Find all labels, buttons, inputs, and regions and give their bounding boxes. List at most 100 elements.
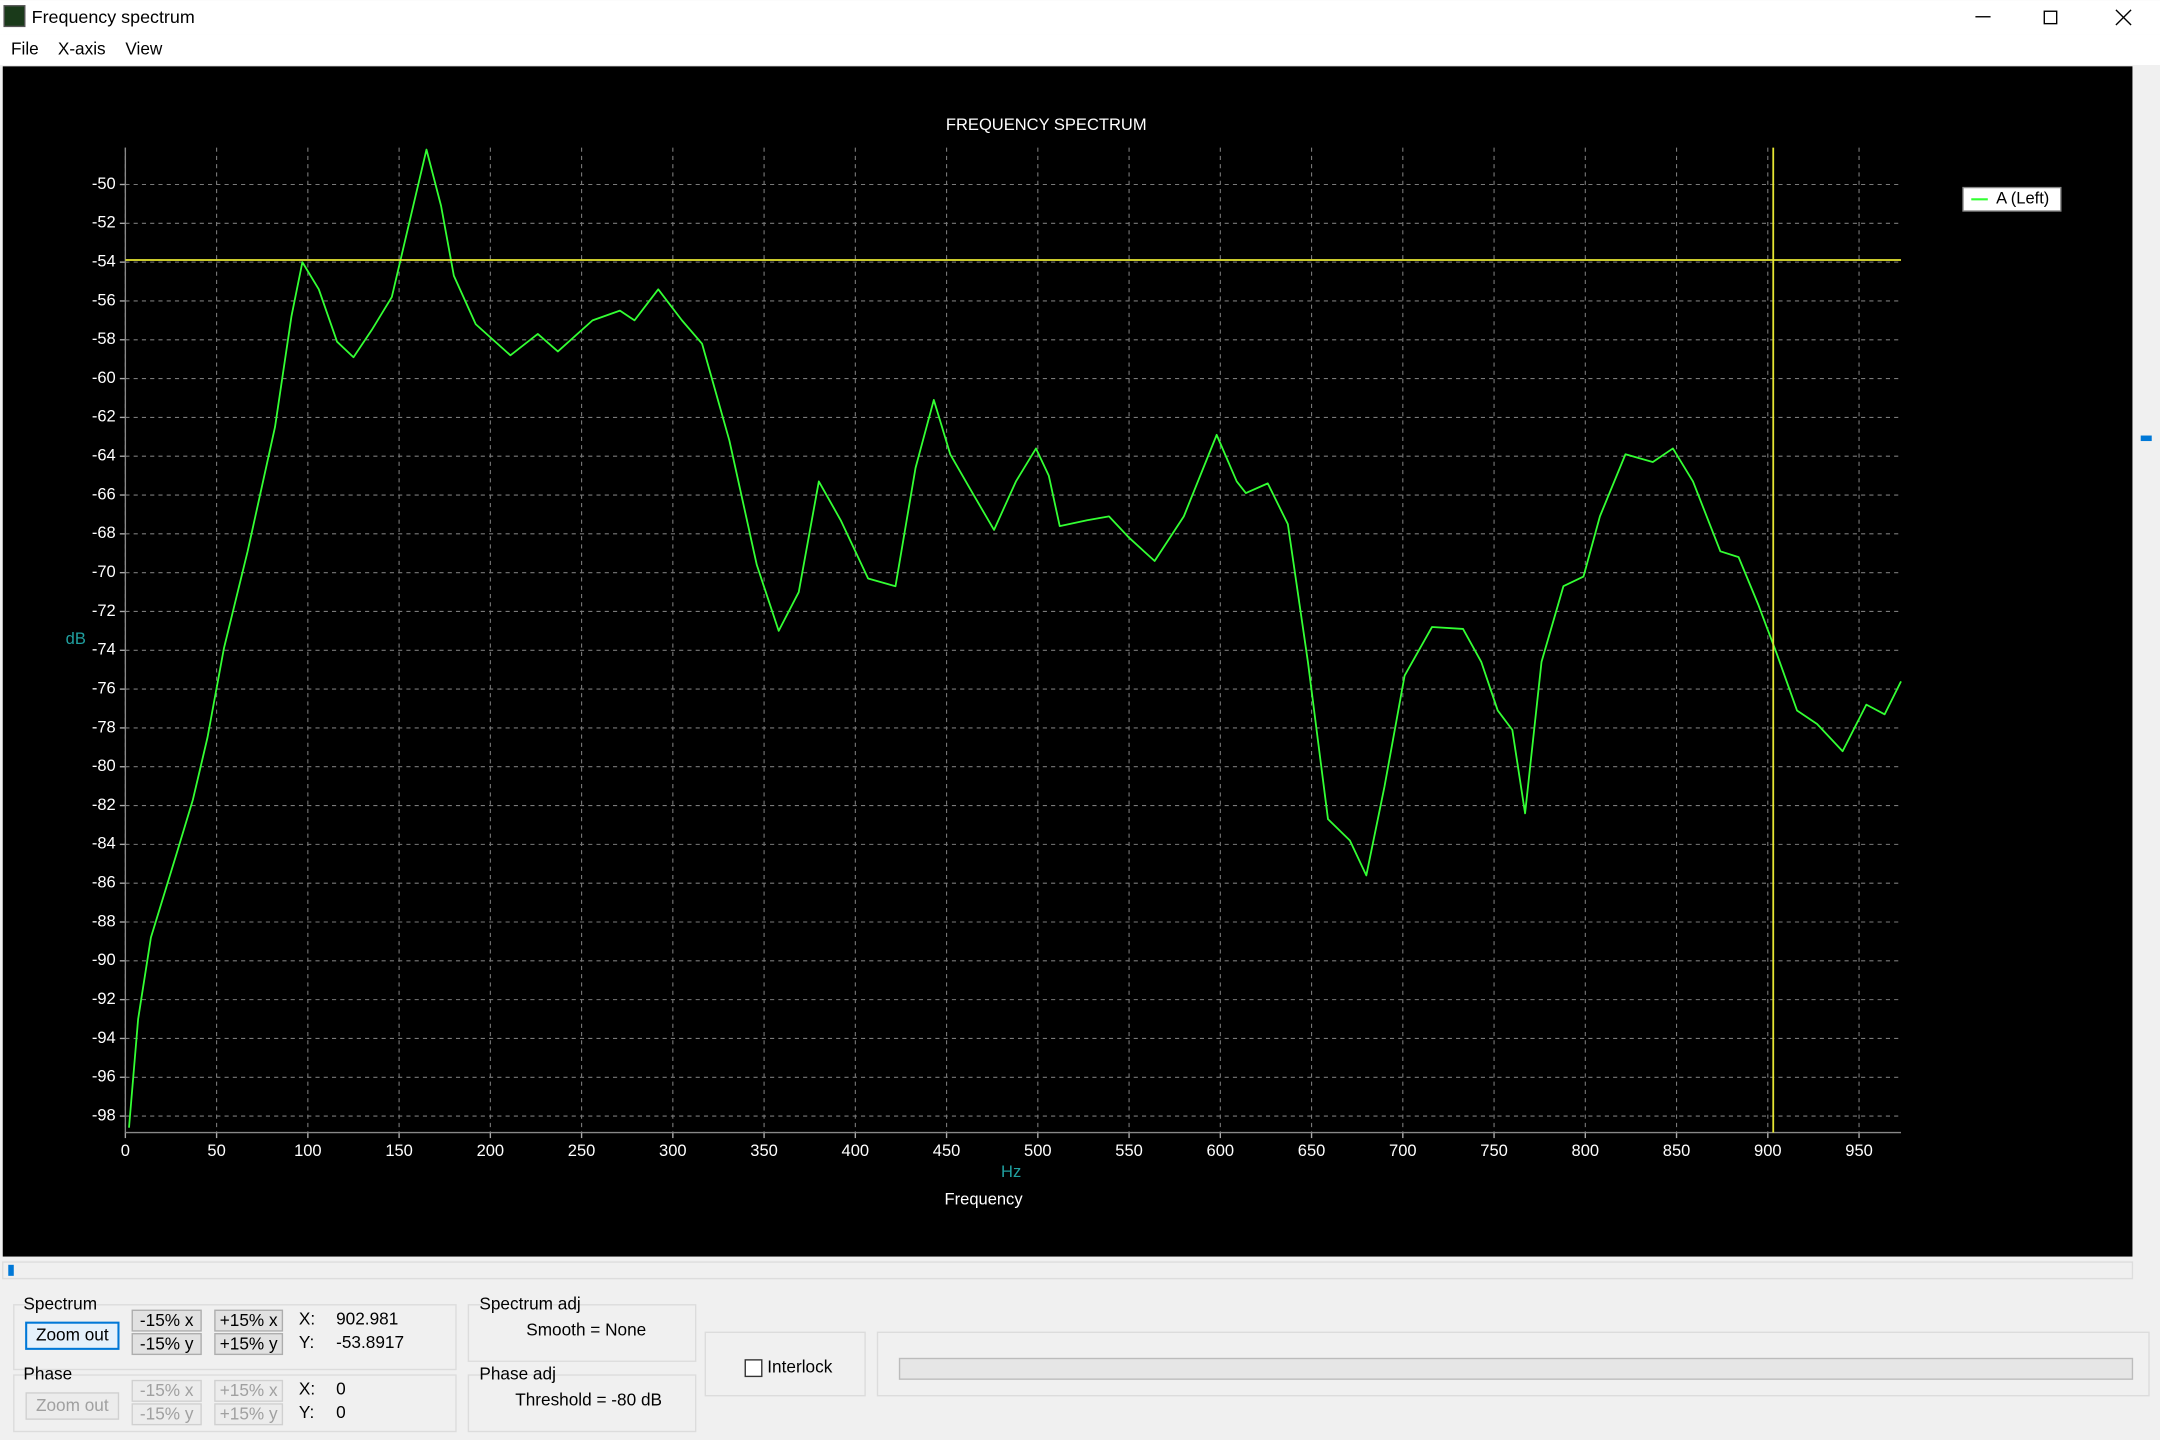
button-label: -15% y	[140, 1404, 194, 1424]
y-tick-label: -92	[92, 989, 116, 1008]
button-label[interactable]: -15% x	[140, 1310, 194, 1330]
x-axis-label: Frequency	[945, 1189, 1024, 1208]
group-box	[13, 1374, 457, 1433]
legend-box	[1962, 186, 2062, 212]
window-title: Frequency spectrum	[32, 7, 195, 27]
group-box	[876, 1331, 2150, 1397]
readout-label: Y:	[299, 1332, 314, 1352]
y-tick-label: -62	[92, 407, 116, 426]
restore-button[interactable]	[2043, 10, 2058, 25]
group-box	[704, 1331, 866, 1397]
readout-label: X:	[299, 1379, 315, 1399]
y-axis-label: dB	[66, 629, 86, 648]
vertical-scrollbar[interactable]	[2135, 66, 2158, 1260]
button-label: +15% x	[220, 1380, 278, 1400]
y-tick-label: -94	[92, 1028, 116, 1047]
zoom-out-button[interactable]	[25, 1321, 120, 1350]
button-label[interactable]: +15% x	[220, 1310, 278, 1330]
button-label: Zoom out	[36, 1395, 109, 1415]
x-tick-label: 650	[1298, 1141, 1326, 1160]
button[interactable]	[131, 1309, 202, 1332]
menu-item[interactable]: File	[11, 38, 39, 58]
y-tick-label: -60	[92, 368, 116, 387]
scroll-thumb[interactable]	[2140, 435, 2152, 442]
group-title: Spectrum adj	[479, 1293, 580, 1313]
legend-label: A (Left)	[1996, 189, 2049, 208]
menu-item[interactable]: X-axis	[58, 38, 106, 58]
button[interactable]	[214, 1333, 284, 1356]
readout-value: 902.981	[336, 1308, 398, 1328]
x-axis-unit: Hz	[1001, 1162, 1021, 1181]
horizontal-scrollbar[interactable]	[2, 1261, 2134, 1280]
x-tick-label: 0	[121, 1141, 130, 1160]
readout-value: 0	[336, 1379, 346, 1399]
y-tick-label: -82	[92, 795, 116, 814]
x-tick-label: 50	[207, 1141, 225, 1160]
button-label: -15% x	[140, 1380, 194, 1400]
x-tick-label: 900	[1754, 1141, 1782, 1160]
y-tick-label: -68	[92, 523, 116, 542]
y-tick-label: -74	[92, 640, 116, 659]
readout-label: X:	[299, 1308, 315, 1328]
y-tick-label: -96	[92, 1067, 116, 1086]
button[interactable]	[131, 1333, 202, 1356]
menu-item[interactable]: View	[125, 38, 163, 58]
button	[214, 1379, 284, 1402]
button	[131, 1379, 202, 1402]
y-tick-label: -72	[92, 601, 116, 620]
button-label[interactable]: -15% y	[140, 1333, 194, 1353]
x-tick-label: 850	[1663, 1141, 1691, 1160]
x-tick-label: 800	[1572, 1141, 1600, 1160]
y-tick-label: -84	[92, 834, 116, 853]
x-tick-label: 400	[842, 1141, 870, 1160]
x-tick-label: 200	[477, 1141, 505, 1160]
x-tick-label: 950	[1845, 1141, 1873, 1160]
checkbox[interactable]	[744, 1359, 763, 1378]
group-title: Phase	[23, 1364, 72, 1384]
readout-label: Y:	[299, 1402, 314, 1422]
y-tick-label: -58	[92, 329, 116, 348]
setting-text: Threshold = -80 dB	[515, 1390, 662, 1410]
button-label[interactable]: +15% y	[220, 1333, 278, 1353]
button	[131, 1403, 202, 1426]
y-tick-label: -70	[92, 562, 116, 581]
button[interactable]	[214, 1309, 284, 1332]
button	[214, 1403, 284, 1426]
y-tick-label: -90	[92, 950, 116, 969]
checkbox-label[interactable]: Interlock	[767, 1357, 832, 1377]
x-tick-label: 150	[385, 1141, 413, 1160]
x-tick-label: 350	[750, 1141, 778, 1160]
y-tick-label: -76	[92, 678, 116, 697]
scroll-thumb[interactable]	[8, 1264, 14, 1276]
group-title: Phase adj	[479, 1364, 556, 1384]
app-icon	[3, 5, 26, 28]
y-tick-label: -78	[92, 717, 116, 736]
x-tick-label: 700	[1389, 1141, 1417, 1160]
x-tick-label: 300	[659, 1141, 687, 1160]
x-tick-label: 450	[933, 1141, 961, 1160]
group-box	[467, 1304, 697, 1362]
x-tick-label: 750	[1480, 1141, 1508, 1160]
y-tick-label: -50	[92, 174, 116, 193]
x-tick-label: 500	[1024, 1141, 1052, 1160]
y-tick-label: -80	[92, 756, 116, 775]
title-bar	[0, 0, 2160, 35]
close-button[interactable]	[2115, 9, 2132, 26]
y-tick-label: -54	[92, 251, 116, 270]
y-tick-label: -56	[92, 290, 116, 309]
chart-title: FREQUENCY SPECTRUM	[946, 115, 1147, 134]
group-box	[13, 1304, 457, 1371]
group-box	[467, 1374, 697, 1433]
readout-value: -53.8917	[336, 1332, 404, 1352]
y-tick-label: -86	[92, 873, 116, 892]
button-label[interactable]: Zoom out	[36, 1324, 109, 1344]
series-line	[128, 148, 1902, 1128]
chart-background	[2, 66, 2133, 1257]
x-tick-label: 250	[568, 1141, 596, 1160]
plot: FREQUENCY SPECTRUM dB Hz Frequency -98 -96 -94…	[66, 115, 2062, 1208]
y-tick-label: -66	[92, 484, 116, 503]
group-title: Spectrum	[23, 1293, 97, 1313]
setting-text: Smooth = None	[526, 1319, 646, 1339]
